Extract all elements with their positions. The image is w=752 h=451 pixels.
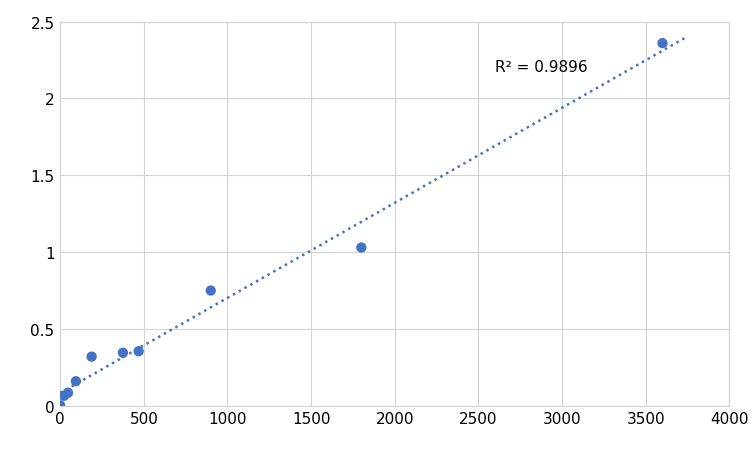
Point <box>205 287 217 295</box>
Point <box>132 348 144 355</box>
Point <box>62 389 74 396</box>
Text: R² = 0.9896: R² = 0.9896 <box>495 60 588 74</box>
Point <box>54 402 66 409</box>
Point <box>58 392 70 400</box>
Point <box>70 378 82 385</box>
Point <box>656 41 669 48</box>
Point <box>355 244 367 252</box>
Point <box>117 350 129 357</box>
Point <box>86 353 98 360</box>
